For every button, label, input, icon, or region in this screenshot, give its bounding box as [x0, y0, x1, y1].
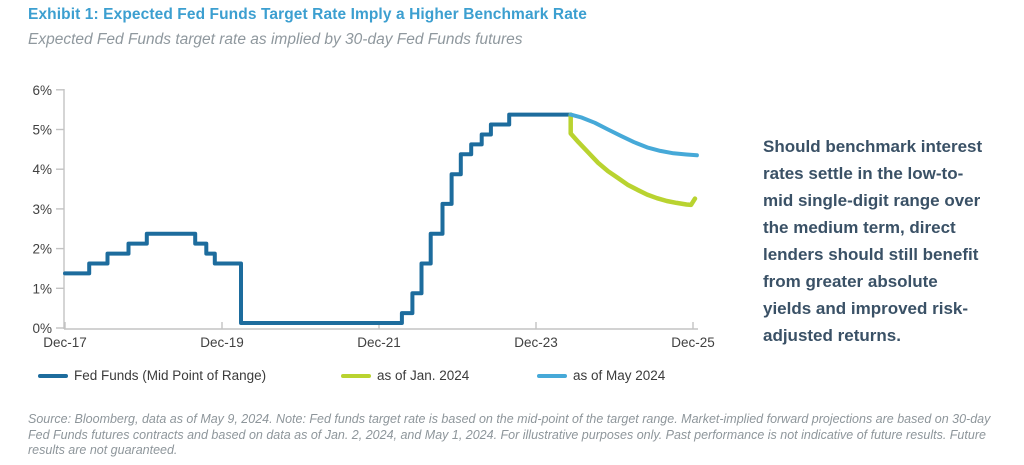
may-2024-line-swatch: [537, 373, 567, 378]
commentary-text: Should benchmark interest rates settle i…: [763, 137, 983, 345]
y-tick-label: 5%: [32, 123, 52, 138]
legend-item-may-2024: as of May 2024: [537, 368, 665, 383]
series-line-2: [568, 112, 699, 158]
legend-label-fed-funds: Fed Funds (Mid Point of Range): [74, 368, 267, 383]
series-line-1: [568, 112, 698, 208]
y-tick-label: 0%: [32, 321, 52, 336]
series-line-0: [63, 112, 573, 325]
legend-label-may-2024: as of May 2024: [573, 368, 666, 383]
y-tick-label: 3%: [32, 202, 52, 217]
x-tick-label: Dec-25: [671, 335, 715, 350]
legend-label-jan-2024: as of Jan. 2024: [377, 368, 470, 383]
y-tick-label: 1%: [32, 281, 52, 296]
y-tick-label: 6%: [32, 83, 52, 98]
jan-2024-line-swatch: [341, 373, 371, 378]
exhibit-title: Exhibit 1: Expected Fed Funds Target Rat…: [28, 6, 587, 23]
legend-item-fed-funds: Fed Funds (Mid Point of Range): [38, 368, 266, 383]
legend-item-jan-2024: as of Jan. 2024: [341, 368, 469, 383]
x-tick-label: Dec-23: [514, 335, 558, 350]
y-tick-label: 4%: [32, 162, 52, 177]
x-tick-label: Dec-21: [357, 335, 401, 350]
exhibit-subtitle: Expected Fed Funds target rate as implie…: [28, 31, 523, 48]
fed-funds-line-swatch: [38, 373, 68, 378]
y-tick-label: 2%: [32, 242, 52, 257]
chart-legend: Fed Funds (Mid Point of Range) as of Jan…: [0, 368, 740, 388]
x-tick-label: Dec-19: [200, 335, 244, 350]
x-tick-label: Dec-17: [43, 335, 87, 350]
source-footnote: Source: Bloomberg, data as of May 9, 202…: [28, 412, 991, 457]
